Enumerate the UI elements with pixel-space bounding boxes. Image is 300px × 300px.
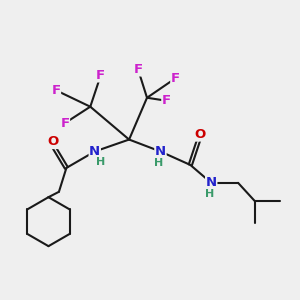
- Text: O: O: [194, 128, 206, 141]
- Text: N: N: [206, 176, 217, 189]
- Text: N: N: [155, 145, 166, 158]
- Text: H: H: [95, 157, 105, 167]
- Text: H: H: [154, 158, 164, 167]
- Text: O: O: [47, 135, 58, 148]
- Text: F: F: [162, 94, 171, 107]
- Text: F: F: [51, 84, 61, 97]
- Text: N: N: [89, 145, 100, 158]
- Text: F: F: [60, 117, 70, 130]
- Text: F: F: [96, 69, 105, 82]
- Text: F: F: [134, 63, 142, 76]
- Text: F: F: [171, 72, 180, 85]
- Text: H: H: [205, 189, 214, 199]
